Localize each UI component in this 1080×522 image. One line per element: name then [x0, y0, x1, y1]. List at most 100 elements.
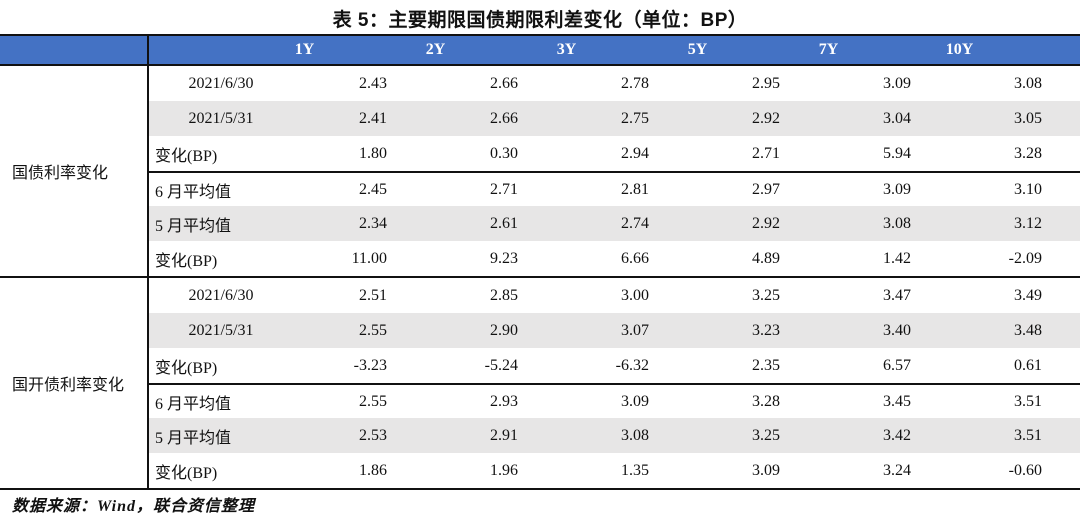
table-cell: 2.93 — [490, 392, 518, 410]
table-cell: 2.91 — [490, 426, 518, 444]
row-label: 2021/5/31 — [188, 109, 254, 127]
table-cell: 5.94 — [883, 144, 911, 162]
table-cell: 3.00 — [621, 286, 649, 304]
table-row: 5 月平均值 2.34 2.61 2.74 2.92 3.08 3.12 — [148, 206, 1080, 241]
table-cell: 6.66 — [621, 249, 649, 267]
table-row: 变化(BP) 11.00 9.23 6.66 4.89 1.42 -2.09 — [148, 241, 1080, 276]
table-cell: 3.24 — [883, 461, 911, 479]
row-label: 5 月平均值 — [155, 217, 232, 235]
table-cell: 2.66 — [490, 109, 518, 127]
table-cell: 2.74 — [621, 214, 649, 232]
data-source: 数据来源：Wind，联合资信整理 — [12, 498, 255, 515]
table-row: 2021/6/30 2.51 2.85 3.00 3.25 3.47 3.49 — [148, 278, 1080, 313]
col-header-10y: 10Y — [945, 41, 1080, 59]
col-header-label: 2Y — [425, 41, 446, 58]
table-cell: 3.42 — [883, 426, 911, 444]
group-label: 国开债利率变化 — [12, 377, 125, 394]
table-cell: 3.45 — [883, 392, 911, 410]
row-label: 变化(BP) — [155, 252, 218, 270]
table-cell: 3.04 — [883, 109, 911, 127]
col-header-label: 7Y — [818, 41, 839, 58]
table-cell: 2.92 — [752, 109, 780, 127]
table-cell: 3.47 — [883, 286, 911, 304]
table-cell: 1.80 — [359, 144, 387, 162]
row-label: 6 月平均值 — [155, 395, 232, 413]
table-cell: 3.23 — [752, 321, 780, 339]
table-cell: 2.71 — [490, 180, 518, 198]
table-row: 5 月平均值 2.53 2.91 3.08 3.25 3.42 3.51 — [148, 418, 1080, 453]
table-cell: 2.95 — [752, 74, 780, 92]
table-cell: 3.09 — [621, 392, 649, 410]
table-row: 6 月平均值 2.45 2.71 2.81 2.97 3.09 3.10 — [148, 171, 1080, 206]
table-group: 国开债利率变化 2021/6/30 2.51 2.85 3.00 3.25 3.47 3.49… — [0, 276, 1080, 488]
table-cell: 3.05 — [1014, 109, 1042, 127]
table-cell: -0.60 — [1008, 461, 1042, 479]
table-cell: 3.08 — [883, 214, 911, 232]
vertical-divider — [147, 36, 149, 488]
table-cell: 2.85 — [490, 286, 518, 304]
group-rows: 2021/6/30 2.43 2.66 2.78 2.95 3.09 3.08 2021/5/… — [148, 66, 1080, 276]
table-cell: 3.28 — [1014, 144, 1042, 162]
table-cell: 2.75 — [621, 109, 649, 127]
table-cell: 3.09 — [883, 74, 911, 92]
row-label: 2021/6/30 — [188, 74, 254, 92]
table-cell: 2.71 — [752, 144, 780, 162]
table-cell: 6.57 — [883, 356, 911, 374]
table-cell: 3.28 — [752, 392, 780, 410]
table-cell: 2.97 — [752, 180, 780, 198]
table-cell: 0.30 — [490, 144, 518, 162]
table-title: 表 5：主要期限国债期限利差变化（单位：BP） — [332, 10, 748, 31]
row-label: 变化(BP) — [155, 464, 218, 482]
table-cell: 2.61 — [490, 214, 518, 232]
table-cell: 2.43 — [359, 74, 387, 92]
table-cell: 2.34 — [359, 214, 387, 232]
group-label: 国债利率变化 — [12, 165, 109, 182]
table-cell: 4.89 — [752, 249, 780, 267]
table-cell: -5.24 — [484, 356, 518, 374]
table-cell: 3.09 — [752, 461, 780, 479]
table-cell: 2.51 — [359, 286, 387, 304]
col-header-label: 3Y — [556, 41, 577, 58]
table-row: 6 月平均值 2.55 2.93 3.09 3.28 3.45 3.51 — [148, 383, 1080, 418]
row-label: 6 月平均值 — [155, 183, 232, 201]
group-rows: 2021/6/30 2.51 2.85 3.00 3.25 3.47 3.49 2021/5/… — [148, 278, 1080, 488]
table-row: 变化(BP) -3.23 -5.24 -6.32 2.35 6.57 0.61 — [148, 348, 1080, 383]
table-cell: 1.42 — [883, 249, 911, 267]
table-row: 2021/5/31 2.55 2.90 3.07 3.23 3.40 3.48 — [148, 313, 1080, 348]
table-cell: 2.41 — [359, 109, 387, 127]
table-cell: 2.78 — [621, 74, 649, 92]
table-cell: 2.94 — [621, 144, 649, 162]
table-cell: 3.48 — [1014, 321, 1042, 339]
table-cell: -6.32 — [615, 356, 649, 374]
table-header-row: 1Y 2Y 3Y 5Y 7Y 10Y — [0, 36, 1080, 66]
table-cell: 2.45 — [359, 180, 387, 198]
row-label: 变化(BP) — [155, 359, 218, 377]
table-cell: 3.09 — [883, 180, 911, 198]
col-header-3y: 3Y — [556, 41, 687, 59]
table-body: 国债利率变化 2021/6/30 2.43 2.66 2.78 2.95 3.09 3.08 2… — [0, 66, 1080, 488]
table-cell: 1.35 — [621, 461, 649, 479]
table-cell: 3.10 — [1014, 180, 1042, 198]
col-header-label: 10Y — [945, 41, 974, 58]
table-cell: 2.55 — [359, 392, 387, 410]
table-cell: 2.92 — [752, 214, 780, 232]
table-cell: 3.49 — [1014, 286, 1042, 304]
table-cell: 3.08 — [1014, 74, 1042, 92]
spread-table: 1Y 2Y 3Y 5Y 7Y 10Y 国债利率变化 2021/6/30 2.43 2.… — [0, 34, 1080, 490]
row-label: 2021/6/30 — [188, 286, 254, 304]
table-cell: 3.12 — [1014, 214, 1042, 232]
table-cell: 3.51 — [1014, 426, 1042, 444]
table-cell: 9.23 — [490, 249, 518, 267]
table-cell: 2.53 — [359, 426, 387, 444]
table-cell: 1.86 — [359, 461, 387, 479]
table-cell: 2.55 — [359, 321, 387, 339]
row-label: 2021/5/31 — [188, 321, 254, 339]
table-row: 变化(BP) 1.86 1.96 1.35 3.09 3.24 -0.60 — [148, 453, 1080, 488]
table-cell: 3.25 — [752, 426, 780, 444]
table-cell: 3.08 — [621, 426, 649, 444]
col-header-5y: 5Y — [687, 41, 818, 59]
table-cell: 3.51 — [1014, 392, 1042, 410]
row-label: 5 月平均值 — [155, 429, 232, 447]
table-cell: 0.61 — [1014, 356, 1042, 374]
